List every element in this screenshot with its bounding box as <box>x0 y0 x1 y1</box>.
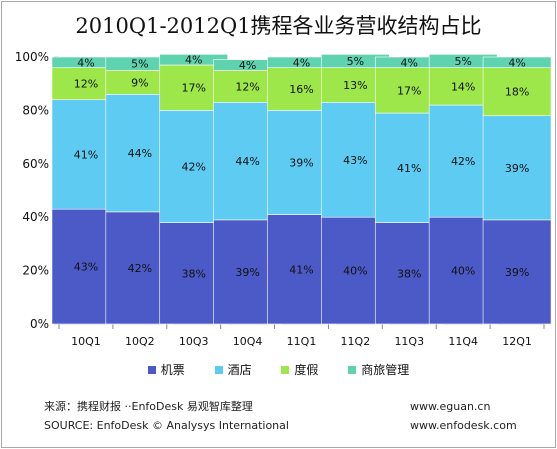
data-label: 39% <box>235 266 259 279</box>
data-label: 41% <box>397 162 421 175</box>
legend: 机票 酒店 度假 商旅管理 <box>0 361 557 378</box>
legend-label-vacation: 度假 <box>294 363 319 377</box>
legend-item-vacation: 度假 <box>281 361 318 378</box>
data-label: 13% <box>343 79 367 92</box>
data-labels: 43% 41% 12% 4% 42% 44% 9% 5% 38% 42% 17% 4% 39% 44% 12… <box>74 54 530 281</box>
data-label: 40% <box>343 265 367 278</box>
data-label: 12% <box>235 80 259 93</box>
y-tick-label: 60% <box>22 157 49 171</box>
data-label: 4% <box>77 56 94 69</box>
data-label: 43% <box>74 261 98 274</box>
data-label: 38% <box>181 267 205 280</box>
x-tick-label: 11Q2 <box>341 335 371 348</box>
x-tick-label: 10Q2 <box>125 335 155 348</box>
legend-item-hotel: 酒店 <box>214 361 252 378</box>
data-label: 17% <box>181 82 205 95</box>
bars <box>51 54 552 325</box>
legend-label-airline: 机票 <box>160 363 185 377</box>
y-tick-label: 20% <box>22 264 49 278</box>
data-label: 38% <box>397 267 421 280</box>
data-label: 40% <box>451 265 475 278</box>
legend-label-hotel: 酒店 <box>227 363 252 377</box>
data-label: 43% <box>343 154 367 167</box>
x-tick-label: 12Q1 <box>502 335 532 348</box>
legend-swatch-airline <box>147 366 156 374</box>
data-label: 39% <box>289 156 313 169</box>
url-enfodesk: www.enfodesk.com <box>410 419 517 432</box>
data-label: 5% <box>454 55 471 68</box>
legend-swatch-hotel <box>214 366 223 374</box>
data-label: 41% <box>74 148 98 161</box>
y-tick-label: 100% <box>15 50 49 64</box>
footer-source: 来源：携程财报 ··EnfoDesk 易观智库整理 SOURCE: EnfoDe… <box>44 397 289 435</box>
y-tick-label: 0% <box>30 317 49 331</box>
x-tick-label: 11Q3 <box>394 335 424 348</box>
axes: 0% 20% 40% 60% 80% 100% 10Q1 10Q2 10Q3 10Q4 11Q1 11… <box>15 50 545 348</box>
bar-segment <box>482 67 552 117</box>
bar-segment <box>482 56 552 68</box>
data-label: 4% <box>293 56 310 69</box>
data-label: 44% <box>235 155 259 168</box>
footer-urls: www.eguan.cn www.enfodesk.com <box>410 397 517 435</box>
data-label: 9% <box>131 76 148 89</box>
bar-segment <box>482 115 552 221</box>
legend-item-airline: 机票 <box>147 361 185 378</box>
data-label: 42% <box>181 160 205 173</box>
chart-title: 2010Q1-2012Q1携程各业务营收结构占比 <box>75 14 482 38</box>
data-label: 4% <box>185 54 202 67</box>
y-tick-label: 80% <box>22 103 49 117</box>
legend-label-business: 商旅管理 <box>361 363 410 377</box>
data-label: 4% <box>401 56 418 69</box>
x-tick-label: 10Q1 <box>71 335 101 348</box>
legend-swatch-vacation <box>281 366 290 374</box>
data-label: 39% <box>505 162 529 175</box>
data-label: 4% <box>239 59 256 72</box>
data-label: 44% <box>128 147 152 160</box>
data-label: 12% <box>74 78 98 91</box>
data-label: 16% <box>289 83 313 96</box>
url-eguan: www.eguan.cn <box>410 400 491 413</box>
data-label: 14% <box>451 80 475 93</box>
data-label: 5% <box>131 58 148 71</box>
legend-item-business: 商旅管理 <box>348 361 409 378</box>
data-label: 18% <box>505 86 529 99</box>
source-cn: 来源：携程财报 ··EnfoDesk 易观智库整理 <box>44 400 253 413</box>
x-tick-label: 10Q4 <box>233 335 263 348</box>
x-tick-label: 10Q3 <box>179 335 209 348</box>
x-tick-label: 11Q1 <box>287 335 317 348</box>
data-label: 42% <box>128 262 152 275</box>
data-label: 17% <box>397 84 421 97</box>
source-en: SOURCE: EnfoDesk © Analysys Internationa… <box>44 419 289 432</box>
y-tick-label: 40% <box>22 210 49 224</box>
data-label: 42% <box>451 155 475 168</box>
x-tick-label: 11Q4 <box>448 335 478 348</box>
legend-swatch-business <box>348 366 357 374</box>
data-label: 5% <box>347 55 364 68</box>
data-label: 41% <box>289 263 313 276</box>
data-label: 4% <box>508 56 525 69</box>
data-label: 39% <box>505 266 529 279</box>
